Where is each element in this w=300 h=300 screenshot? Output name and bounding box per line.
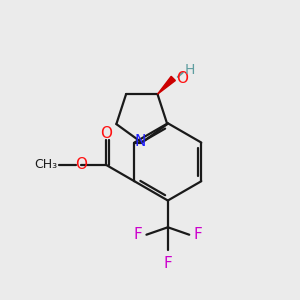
Polygon shape xyxy=(158,76,175,94)
Text: F: F xyxy=(133,227,142,242)
Text: O: O xyxy=(176,71,188,86)
Text: N: N xyxy=(135,134,146,148)
Text: O: O xyxy=(100,126,112,141)
Text: F: F xyxy=(194,227,203,242)
Text: F: F xyxy=(164,256,172,272)
Text: H: H xyxy=(184,63,195,77)
Text: CH₃: CH₃ xyxy=(34,158,57,171)
Text: O: O xyxy=(75,158,87,172)
